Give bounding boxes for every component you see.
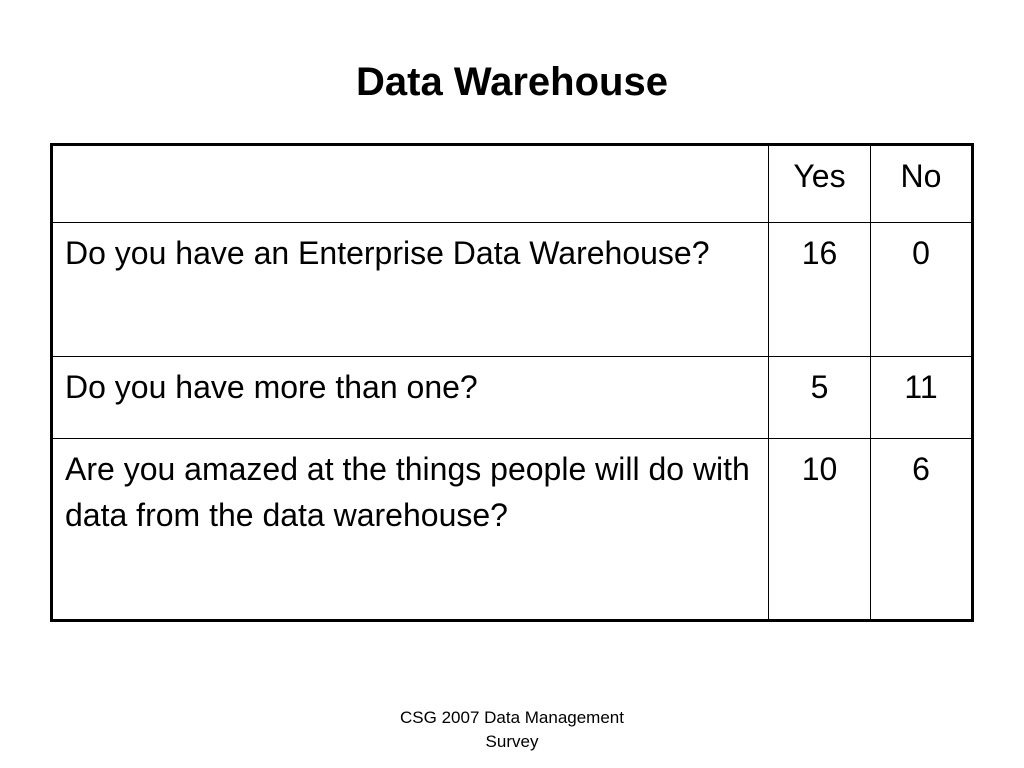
survey-table: Yes No Do you have an Enterprise Data Wa… (50, 143, 974, 622)
header-cell-yes: Yes (768, 144, 871, 223)
yes-count-cell: 16 (768, 222, 871, 357)
question-cell: Do you have an Enterprise Data Warehouse… (51, 222, 769, 357)
slide-title: Data Warehouse (356, 60, 668, 104)
table-row: Are you amazed at the things people will… (51, 438, 973, 621)
table-header-row: Yes No (51, 144, 973, 223)
footer-line: CSG 2007 Data Management (400, 708, 624, 727)
question-cell: Do you have more than one? (51, 356, 769, 439)
footer-line: Survey (485, 732, 539, 751)
header-cell-empty (51, 144, 769, 223)
question-cell: Are you amazed at the things people will… (51, 438, 769, 621)
header-cell-no: No (870, 144, 973, 223)
table-row: Do you have an Enterprise Data Warehouse… (51, 222, 973, 357)
yes-count-cell: 10 (768, 438, 871, 621)
slide-footer: CSG 2007 Data Management Survey (362, 706, 662, 754)
no-count-cell: 6 (870, 438, 973, 621)
yes-count-cell: 5 (768, 356, 871, 439)
no-count-cell: 0 (870, 222, 973, 357)
table-row: Do you have more than one? 5 11 (51, 356, 973, 439)
no-count-cell: 11 (870, 356, 973, 439)
